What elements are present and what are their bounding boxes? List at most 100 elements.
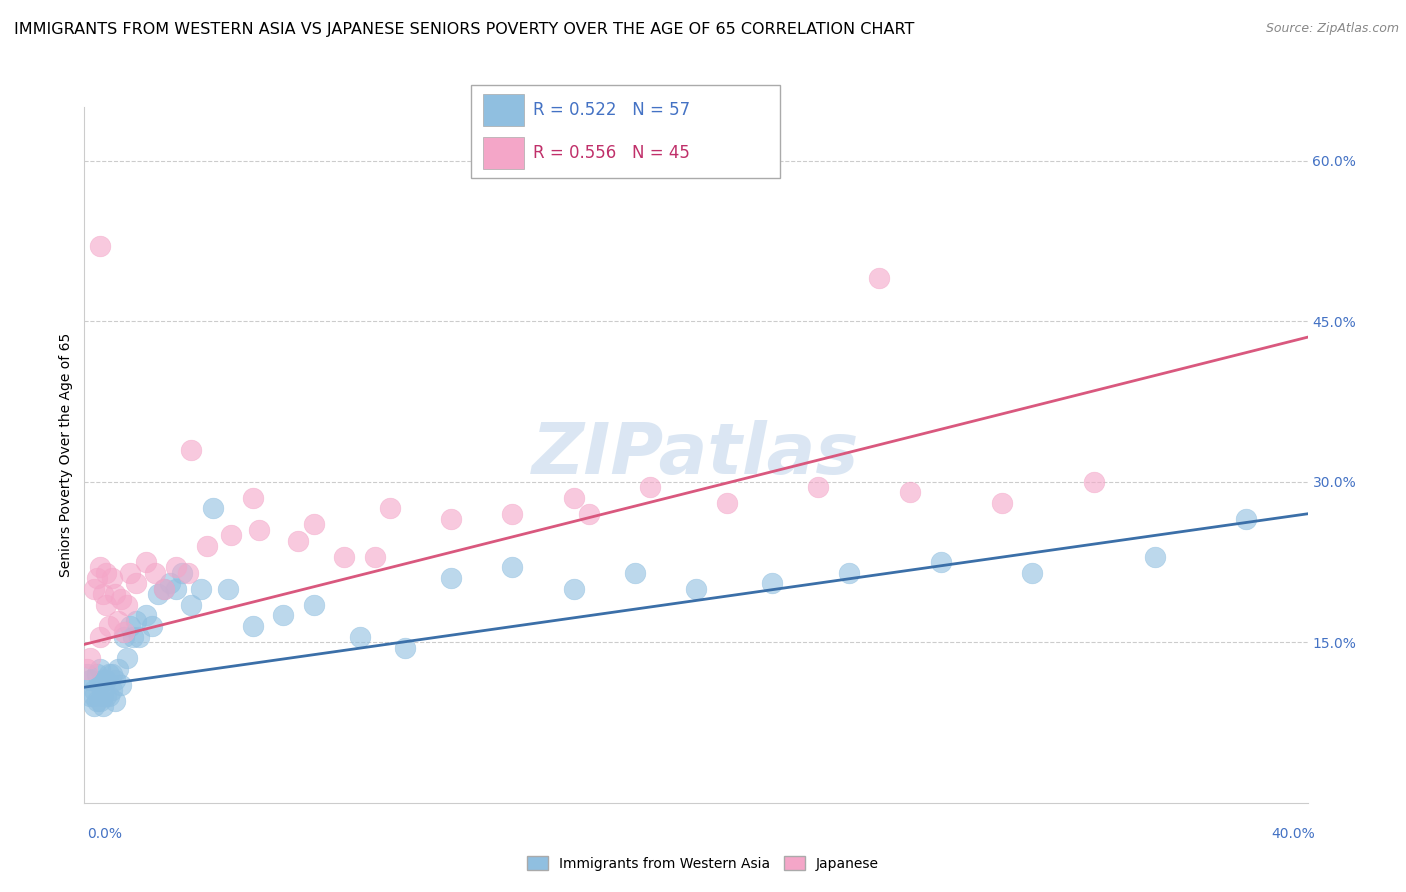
Point <box>125 576 148 591</box>
Point <box>991 496 1014 510</box>
Point <box>807 480 830 494</box>
Point <box>83 582 105 596</box>
Point <box>91 689 114 703</box>
Point <box>79 673 101 687</box>
Point <box>97 619 120 633</box>
Text: R = 0.522   N = 57: R = 0.522 N = 57 <box>533 101 690 119</box>
Point <box>180 598 202 612</box>
Point <box>624 566 647 580</box>
Point <box>761 576 783 591</box>
Point <box>122 630 145 644</box>
Point <box>112 624 135 639</box>
Point <box>440 571 463 585</box>
Point <box>104 673 127 687</box>
Point <box>165 582 187 596</box>
Bar <box>484 95 523 126</box>
Point <box>104 694 127 708</box>
Bar <box>484 137 523 169</box>
Point <box>125 614 148 628</box>
Text: IMMIGRANTS FROM WESTERN ASIA VS JAPANESE SENIORS POVERTY OVER THE AGE OF 65 CORR: IMMIGRANTS FROM WESTERN ASIA VS JAPANESE… <box>14 22 914 37</box>
Point <box>242 619 264 633</box>
Point <box>1083 475 1105 489</box>
Point <box>83 699 105 714</box>
Point <box>349 630 371 644</box>
Point <box>302 517 325 532</box>
Text: 40.0%: 40.0% <box>1271 827 1315 841</box>
Point <box>76 662 98 676</box>
Point <box>120 619 142 633</box>
Point <box>107 662 129 676</box>
Point <box>502 507 524 521</box>
Point <box>94 566 117 580</box>
Point <box>190 582 212 596</box>
Text: 0.0%: 0.0% <box>87 827 122 841</box>
Point <box>89 662 111 676</box>
FancyBboxPatch shape <box>471 85 780 178</box>
Point <box>89 239 111 253</box>
Point <box>177 566 200 580</box>
Point <box>112 630 135 644</box>
Text: ZIPatlas: ZIPatlas <box>533 420 859 490</box>
Point <box>128 630 150 644</box>
Point <box>638 480 661 494</box>
Point <box>685 582 707 596</box>
Point <box>869 271 891 285</box>
Point <box>380 501 402 516</box>
Point <box>86 694 108 708</box>
Point <box>94 598 117 612</box>
Point <box>89 630 111 644</box>
Point <box>716 496 738 510</box>
Point <box>104 587 127 601</box>
Point <box>394 640 416 655</box>
Point <box>101 571 124 585</box>
Point <box>135 555 157 569</box>
Point <box>1234 512 1257 526</box>
Point <box>838 566 860 580</box>
Point <box>143 566 166 580</box>
Point <box>135 608 157 623</box>
Point <box>153 582 176 596</box>
Point <box>83 683 105 698</box>
Point <box>97 667 120 681</box>
Point <box>97 689 120 703</box>
Point <box>219 528 242 542</box>
Point <box>86 667 108 681</box>
Point <box>929 555 952 569</box>
Point <box>578 507 600 521</box>
Point <box>115 598 138 612</box>
Point <box>1021 566 1043 580</box>
Point <box>146 587 169 601</box>
Point <box>110 678 132 692</box>
Point <box>141 619 163 633</box>
Point <box>79 651 101 665</box>
Point <box>562 491 585 505</box>
Point <box>247 523 270 537</box>
Point <box>110 592 132 607</box>
Point <box>364 549 387 564</box>
Point <box>271 608 294 623</box>
Point <box>91 699 114 714</box>
Y-axis label: Seniors Poverty Over the Age of 65: Seniors Poverty Over the Age of 65 <box>59 333 73 577</box>
Point <box>562 582 585 596</box>
Point <box>333 549 356 564</box>
Point <box>91 673 114 687</box>
Point <box>440 512 463 526</box>
Point <box>242 491 264 505</box>
Point <box>101 667 124 681</box>
Point <box>180 442 202 457</box>
Point <box>83 689 105 703</box>
Point <box>115 651 138 665</box>
Point <box>287 533 309 548</box>
Legend: Immigrants from Western Asia, Japanese: Immigrants from Western Asia, Japanese <box>522 850 884 876</box>
Text: R = 0.556   N = 45: R = 0.556 N = 45 <box>533 145 690 162</box>
Point <box>89 694 111 708</box>
Point <box>94 689 117 703</box>
Point <box>201 501 224 516</box>
Point <box>91 587 114 601</box>
Point <box>159 576 181 591</box>
Point <box>101 683 124 698</box>
Point <box>195 539 218 553</box>
Point <box>217 582 239 596</box>
Text: Source: ZipAtlas.com: Source: ZipAtlas.com <box>1265 22 1399 36</box>
Point <box>89 678 111 692</box>
